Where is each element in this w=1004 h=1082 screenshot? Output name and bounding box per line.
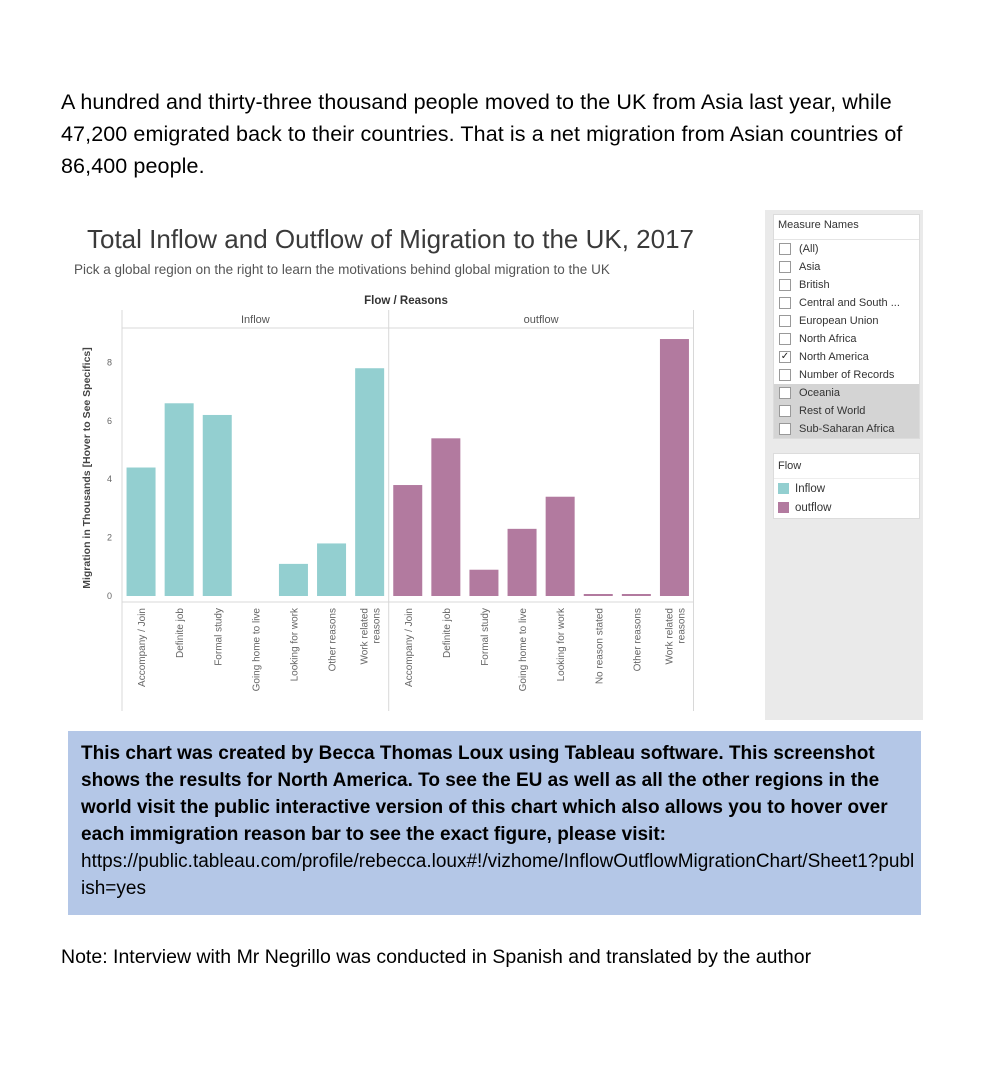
legend-item[interactable]: outflow [774,498,919,517]
checkbox-icon[interactable] [779,261,791,273]
bar-outflow [621,594,651,596]
filter-panel: Measure Names (All) Asia British Central an… [765,210,923,720]
bar-outflow [393,485,423,596]
bar-chart: Flow / Reasons Migration in Thousands [Ho… [81,295,694,711]
bar-inflow [126,467,156,596]
x-tick-label: Definite job [442,608,453,658]
x-tick-label: Accompany / Join [137,608,148,687]
x-tick-label: Looking for work [289,607,300,681]
filter-item[interactable]: Sub-Saharan Africa [774,420,919,438]
checkbox-icon[interactable] [779,423,791,435]
checkbox-icon[interactable] [779,297,791,309]
checkbox-icon[interactable] [779,405,791,417]
filter-item-label: Asia [799,261,821,273]
filter-item[interactable]: North Africa [774,330,919,348]
filter-item[interactable]: British [774,276,919,294]
legend-label: outflow [795,501,832,514]
bar-inflow [278,563,308,596]
intro-paragraph: A hundred and thirty-three thousand peop… [61,90,903,178]
x-tick-label: Going home to live [251,608,262,692]
legend-header: Flow [774,454,919,479]
filter-item[interactable]: ✓ North America [774,348,919,366]
measure-names-filter: Measure Names (All) Asia British Central an… [773,214,920,439]
filter-header: Measure Names [774,215,919,240]
bar-outflow [469,569,499,596]
x-tick-label: reasons [676,608,687,644]
filter-item[interactable]: European Union [774,312,919,330]
chart-container: Total Inflow and Outflow of Migration to… [60,206,764,720]
note-url-link[interactable]: https://public.tableau.com/profile/rebec… [81,851,915,899]
legend-label: Inflow [795,482,826,495]
filter-item[interactable]: Asia [774,258,919,276]
bar-outflow [545,496,575,596]
bar-inflow [164,403,194,596]
x-tick-label: Work related [360,608,371,665]
x-tick-label: No reason stated [594,608,605,684]
filter-item-label: North America [799,351,869,363]
x-tick-label: Definite job [175,608,186,658]
y-tick-label: 8 [107,357,112,367]
legend-swatch [778,502,789,513]
filter-item[interactable]: Number of Records [774,366,919,384]
note-credit-text: This chart was created by Becca Thomas L… [81,743,888,845]
checkbox-icon[interactable] [779,333,791,345]
x-tick-label: Other reasons [632,608,643,671]
x-tick-label: Formal study [480,608,491,666]
x-tick-label: Formal study [213,608,224,666]
checkbox-icon[interactable] [779,243,791,255]
y-tick-label: 2 [107,533,112,543]
panel-label: Inflow [241,314,270,326]
y-axis-label: Migration in Thousands [Hover to See Spe… [81,347,93,589]
y-tick-label: 0 [107,591,112,601]
chart-subtitle: Pick a global region on the right to lea… [74,262,610,277]
checkbox-icon[interactable] [779,279,791,291]
filter-item[interactable]: Central and South ... [774,294,919,312]
filter-item-label: British [799,279,830,291]
bar-outflow [583,594,613,596]
legend-swatch [778,483,789,494]
filter-item-label: Oceania [799,387,840,399]
bar-inflow [355,368,385,596]
checkbox-icon[interactable] [779,369,791,381]
bar-inflow [202,414,232,596]
bar-outflow [507,528,537,596]
filter-item-label: North Africa [799,333,857,345]
filter-item-label: Central and South ... [799,297,900,309]
filter-item-label: (All) [799,243,819,255]
y-tick-label: 6 [107,416,112,426]
chart-title: Total Inflow and Outflow of Migration to… [87,224,695,254]
panel-label: outflow [524,314,559,326]
checkbox-icon[interactable] [779,315,791,327]
note-box: This chart was created by Becca Thomas L… [68,731,921,915]
checkbox-icon[interactable] [779,387,791,399]
bar-inflow [317,543,347,596]
filter-item[interactable]: (All) [774,240,919,258]
x-tick-label: Going home to live [518,608,529,692]
bar-outflow [659,339,689,596]
filter-item-label: Number of Records [799,369,895,381]
checked-checkbox-icon[interactable]: ✓ [779,351,791,363]
bar-outflow [431,438,461,596]
column-header-label: Flow / Reasons [364,295,448,307]
flow-legend: Flow Inflow outflow [773,453,920,519]
x-tick-label: Other reasons [328,608,339,671]
x-tick-label: reasons [372,608,383,644]
x-tick-label: Looking for work [556,607,567,681]
filter-item-label: Sub-Saharan Africa [799,423,895,435]
filter-item-label: European Union [799,315,879,327]
x-tick-label: Work related [664,608,675,665]
y-tick-label: 4 [107,474,112,484]
x-tick-label: Accompany / Join [404,608,415,687]
filter-item[interactable]: Oceania [774,384,919,402]
legend-item[interactable]: Inflow [774,479,919,498]
filter-item[interactable]: Rest of World [774,402,919,420]
filter-item-label: Rest of World [799,405,866,417]
footnote: Note: Interview with Mr Negrillo was con… [61,946,812,968]
